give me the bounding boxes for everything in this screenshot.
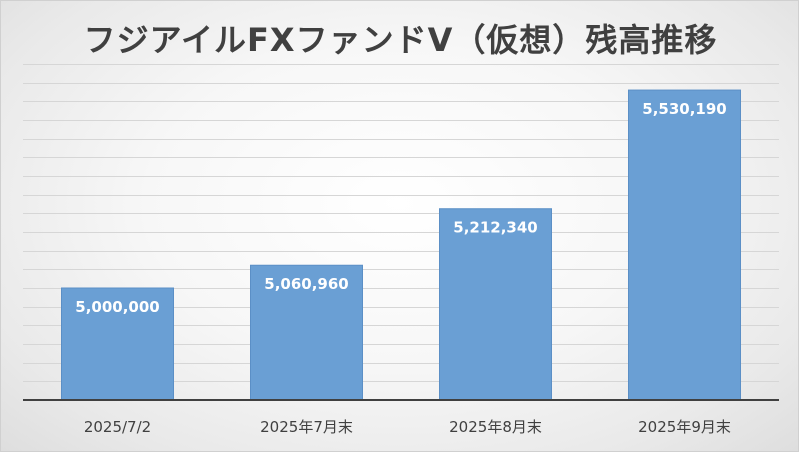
bar	[628, 89, 741, 401]
data-label: 5,530,190	[642, 100, 726, 118]
x-tick-label: 2025年9月末	[638, 418, 731, 436]
data-label: 5,060,960	[264, 275, 348, 293]
x-tick-label: 2025/7/2	[84, 418, 151, 436]
x-tick-label: 2025年8月末	[449, 418, 542, 436]
bar	[61, 287, 174, 401]
bar	[250, 264, 363, 401]
x-tick-label: 2025年7月末	[260, 418, 353, 436]
data-label: 5,000,000	[75, 298, 159, 316]
data-label: 5,212,340	[453, 219, 537, 237]
chart-title: フジアイルFXファンドⅤ（仮想）残高推移	[83, 21, 718, 59]
bar	[439, 208, 552, 401]
